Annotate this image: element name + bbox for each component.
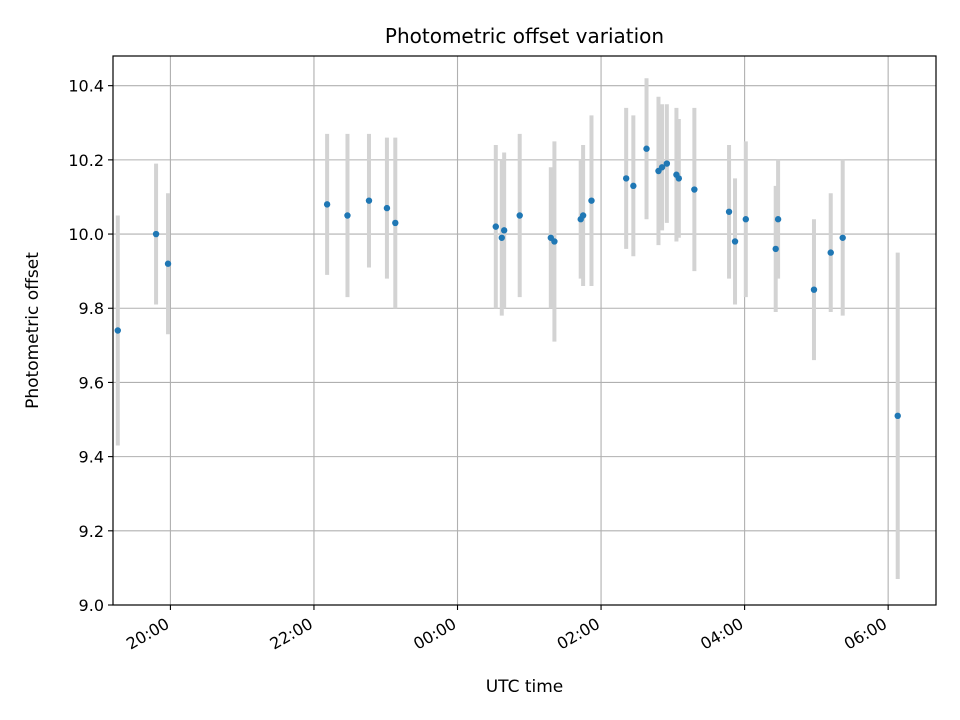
data-point	[500, 227, 508, 234]
data-point	[344, 212, 351, 219]
y-tick-label: 9.4	[79, 448, 104, 467]
grid-lines	[113, 56, 936, 606]
data-point	[742, 216, 750, 223]
y-tick-label: 10.0	[68, 225, 104, 244]
plot-frame	[112, 55, 937, 606]
data-points	[114, 145, 901, 420]
data-point	[658, 164, 666, 171]
x-axis-label: UTC time	[486, 677, 564, 697]
data-point	[383, 204, 391, 212]
data-point	[622, 175, 630, 182]
data-point	[774, 216, 782, 223]
data-point	[663, 160, 671, 167]
data-point	[630, 182, 637, 190]
data-point	[498, 234, 505, 241]
data-point	[579, 212, 587, 219]
data-point	[392, 219, 399, 227]
y-tick-label: 10.4	[68, 77, 104, 96]
data-point	[810, 286, 818, 293]
y-tick-label: 9.8	[79, 299, 104, 318]
y-axis-label: Photometric offset	[23, 252, 43, 409]
data-point	[731, 238, 739, 245]
y-tick-label: 9.6	[79, 373, 104, 392]
y-tick-label: 9.0	[79, 596, 104, 615]
data-point	[588, 197, 595, 204]
data-point	[772, 245, 779, 253]
y-axis-ticks: 9.0 9.2 9.4 9.6 9.8 10.0 10.2 10.4	[68, 77, 113, 615]
y-tick-label: 10.2	[68, 151, 104, 170]
chart-title: Photometric offset variation	[385, 24, 664, 48]
data-point	[725, 208, 733, 215]
data-point	[365, 197, 373, 204]
data-point	[691, 186, 698, 193]
data-point	[152, 230, 160, 238]
data-point	[675, 175, 683, 182]
data-point	[114, 327, 121, 334]
data-point	[323, 201, 331, 208]
data-point	[516, 212, 523, 219]
data-point	[894, 412, 901, 420]
data-point	[643, 145, 650, 152]
data-point	[551, 238, 558, 245]
data-point	[164, 260, 172, 267]
data-point	[492, 223, 499, 230]
y-tick-label: 9.2	[79, 522, 104, 541]
data-point	[827, 249, 834, 256]
data-point	[839, 234, 846, 241]
